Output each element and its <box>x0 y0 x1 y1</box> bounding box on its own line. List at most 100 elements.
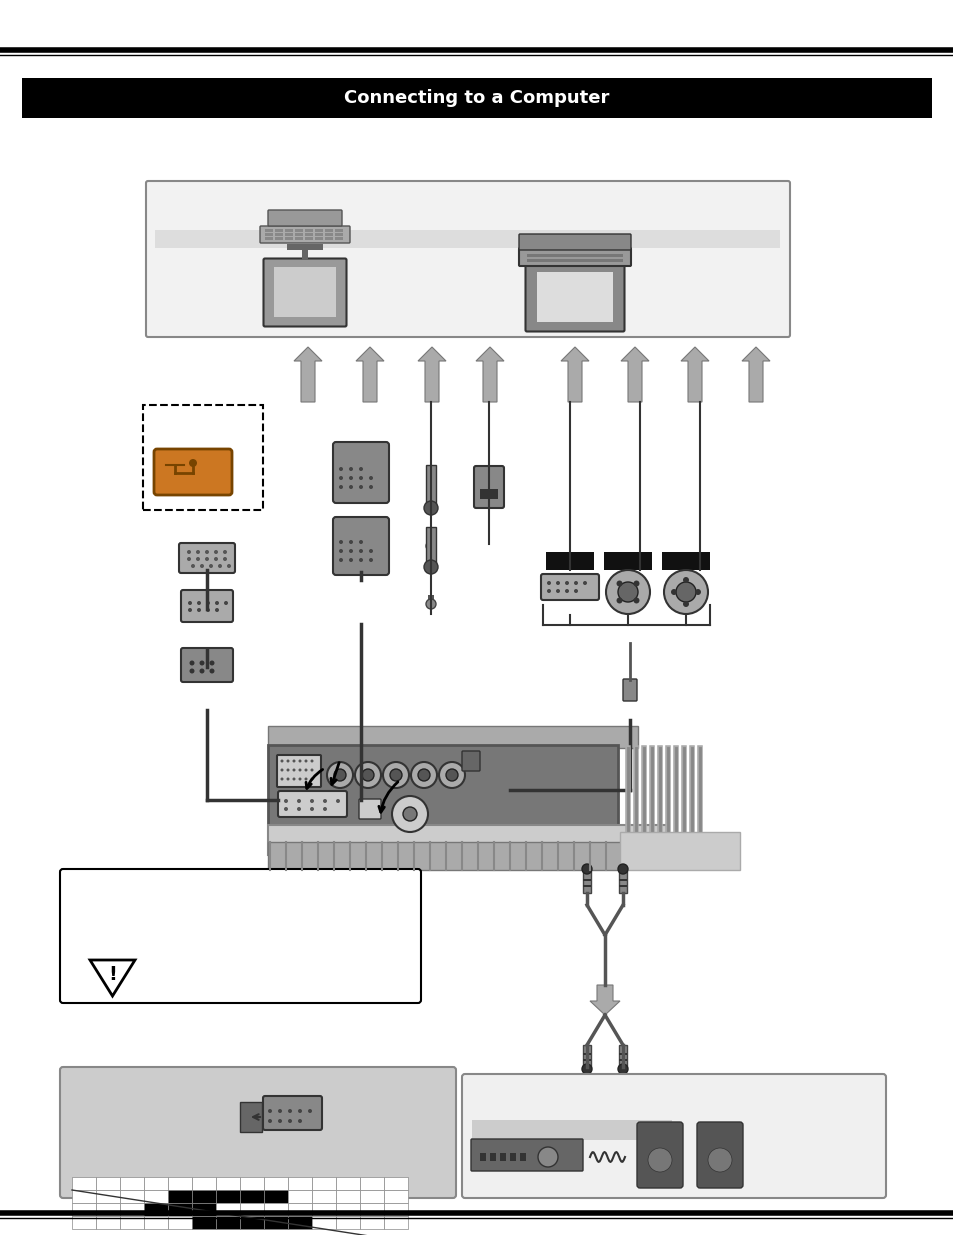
Circle shape <box>304 768 307 772</box>
Circle shape <box>199 661 204 666</box>
Circle shape <box>187 557 191 561</box>
Circle shape <box>286 778 289 781</box>
Circle shape <box>284 799 288 803</box>
Bar <box>325 228 333 232</box>
Bar <box>426 466 436 505</box>
Circle shape <box>277 1119 282 1123</box>
Circle shape <box>618 1065 627 1074</box>
Bar <box>71 1191 96 1203</box>
Bar <box>582 1053 590 1055</box>
Circle shape <box>206 608 210 613</box>
Circle shape <box>280 768 283 772</box>
FancyBboxPatch shape <box>525 263 624 331</box>
Circle shape <box>200 564 204 568</box>
Bar <box>335 1216 359 1229</box>
Circle shape <box>310 778 314 781</box>
FancyArrow shape <box>277 797 288 804</box>
Circle shape <box>286 760 289 762</box>
Bar <box>288 1177 312 1191</box>
Bar <box>120 1203 144 1216</box>
Circle shape <box>349 475 353 480</box>
Bar <box>618 871 626 893</box>
Bar <box>240 1177 264 1191</box>
Circle shape <box>297 1109 302 1113</box>
FancyBboxPatch shape <box>461 1074 885 1198</box>
Text: !: ! <box>108 965 117 983</box>
Circle shape <box>310 768 314 772</box>
Bar <box>312 1203 335 1216</box>
Bar <box>428 537 434 545</box>
FancyBboxPatch shape <box>179 543 234 573</box>
Bar <box>545 552 594 571</box>
Circle shape <box>210 661 214 666</box>
Circle shape <box>224 601 228 605</box>
Circle shape <box>616 598 622 604</box>
Bar <box>359 1216 384 1229</box>
FancyBboxPatch shape <box>263 1095 322 1130</box>
Bar <box>154 230 780 248</box>
Bar <box>274 233 283 236</box>
Circle shape <box>361 769 374 781</box>
Circle shape <box>676 582 696 601</box>
Bar <box>312 1191 335 1203</box>
FancyArrow shape <box>589 986 619 1015</box>
Circle shape <box>633 598 639 604</box>
Circle shape <box>618 864 627 874</box>
Circle shape <box>277 1109 282 1113</box>
Bar <box>618 879 626 881</box>
FancyBboxPatch shape <box>518 233 630 249</box>
Bar <box>265 233 273 236</box>
FancyBboxPatch shape <box>276 755 320 787</box>
Bar <box>618 1053 626 1055</box>
Circle shape <box>191 564 194 568</box>
Circle shape <box>358 485 363 489</box>
Bar <box>428 595 434 603</box>
Bar <box>582 1045 590 1067</box>
Bar <box>265 237 273 240</box>
Circle shape <box>223 550 227 555</box>
FancyArrow shape <box>680 347 708 403</box>
Circle shape <box>358 475 363 480</box>
FancyBboxPatch shape <box>277 790 347 818</box>
Circle shape <box>308 1109 312 1113</box>
Bar <box>268 726 638 748</box>
Bar <box>618 885 626 887</box>
Circle shape <box>338 540 343 543</box>
Circle shape <box>327 762 353 788</box>
Bar <box>335 237 343 240</box>
Bar <box>384 1177 408 1191</box>
Bar <box>335 233 343 236</box>
Circle shape <box>214 601 219 605</box>
Circle shape <box>298 768 301 772</box>
Circle shape <box>633 580 639 587</box>
Bar <box>71 1177 96 1191</box>
Circle shape <box>296 799 301 803</box>
Circle shape <box>358 467 363 471</box>
Bar <box>168 1191 192 1203</box>
Bar <box>268 745 618 830</box>
Circle shape <box>288 1119 292 1123</box>
Bar <box>144 1191 168 1203</box>
Bar <box>265 228 273 232</box>
Bar <box>384 1216 408 1229</box>
Bar <box>264 1203 288 1216</box>
Circle shape <box>411 762 436 788</box>
Bar <box>294 237 303 240</box>
Bar <box>302 249 308 261</box>
Circle shape <box>310 806 314 811</box>
Bar <box>144 1203 168 1216</box>
Bar <box>305 233 313 236</box>
Circle shape <box>206 601 210 605</box>
Circle shape <box>213 557 218 561</box>
Bar <box>582 871 590 893</box>
Circle shape <box>358 558 363 562</box>
Bar <box>285 237 293 240</box>
Circle shape <box>682 577 688 583</box>
Circle shape <box>210 668 214 673</box>
FancyBboxPatch shape <box>60 1067 456 1198</box>
Bar <box>144 1216 168 1229</box>
Circle shape <box>446 769 457 781</box>
FancyBboxPatch shape <box>263 258 346 326</box>
Bar <box>215 1203 240 1216</box>
Bar <box>71 1203 96 1216</box>
